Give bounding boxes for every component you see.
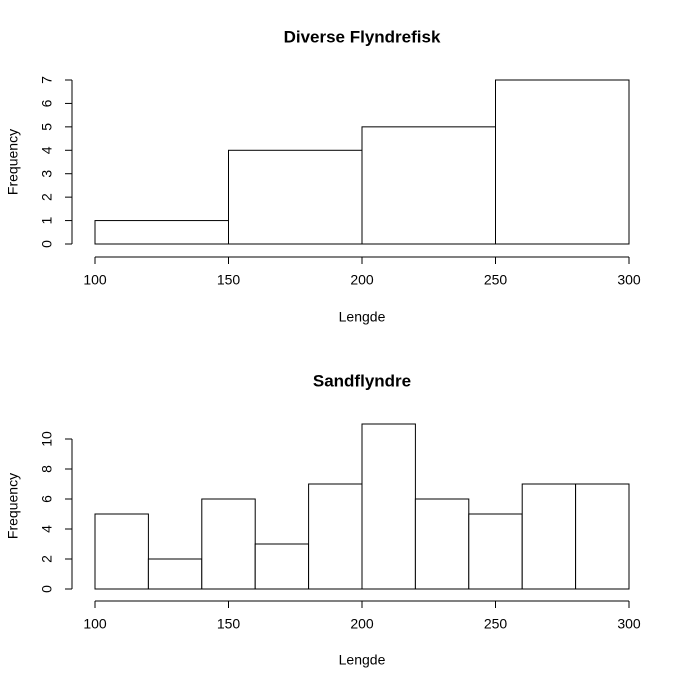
- y-tick-label: 4: [39, 146, 55, 154]
- bar: [468, 513, 523, 590]
- bar: [361, 423, 416, 590]
- x-axis-label: Lengde: [339, 309, 386, 325]
- y-tick-label: 6: [39, 99, 55, 107]
- y-tick-label: 5: [39, 123, 55, 131]
- bar: [361, 126, 496, 245]
- y-tick-label: 8: [39, 465, 55, 473]
- x-axis-label: Lengde: [339, 652, 386, 668]
- x-tick-label: 100: [83, 272, 107, 288]
- y-axis-label: Frequency: [5, 129, 21, 195]
- chart-title: Diverse Flyndrefisk: [284, 27, 441, 46]
- x-tick-label: 250: [484, 616, 508, 632]
- y-tick-label: 0: [39, 585, 55, 593]
- bar: [414, 498, 470, 590]
- bar: [495, 79, 630, 245]
- bar: [94, 513, 149, 590]
- bar: [147, 558, 203, 590]
- bar: [575, 483, 630, 590]
- bar: [94, 220, 229, 245]
- x-tick-label: 200: [350, 616, 374, 632]
- x-tick-label: 300: [617, 272, 641, 288]
- y-tick-label: 0: [39, 240, 55, 248]
- y-tick-label: 2: [39, 555, 55, 563]
- bar: [521, 483, 577, 590]
- x-tick-label: 150: [217, 616, 241, 632]
- y-tick-label: 10: [39, 431, 55, 447]
- y-tick-label: 7: [39, 76, 55, 84]
- y-tick-label: 3: [39, 170, 55, 178]
- bar: [201, 498, 256, 590]
- x-tick-label: 200: [350, 272, 374, 288]
- x-tick-label: 250: [484, 272, 508, 288]
- y-tick-label: 2: [39, 193, 55, 201]
- bar: [308, 483, 363, 590]
- y-tick-label: 6: [39, 495, 55, 503]
- chart-title: Sandflyndre: [313, 371, 411, 390]
- y-tick-label: 1: [39, 216, 55, 224]
- bar: [228, 149, 363, 245]
- x-tick-label: 150: [217, 272, 241, 288]
- x-tick-label: 300: [617, 616, 641, 632]
- y-axis-label: Frequency: [5, 473, 21, 539]
- y-tick-label: 4: [39, 525, 55, 533]
- bar: [254, 543, 310, 590]
- x-tick-label: 100: [83, 616, 107, 632]
